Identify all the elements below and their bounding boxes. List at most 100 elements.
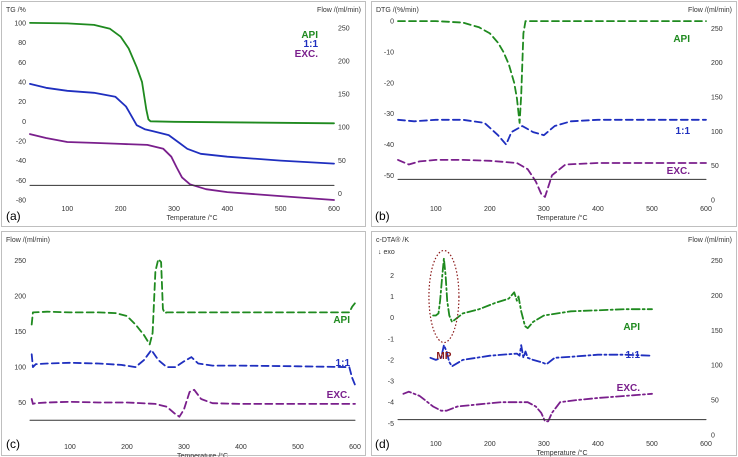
series-label-api: API [673, 34, 690, 45]
y-axis-label: TG /% [6, 7, 26, 14]
x-tick-label: 500 [646, 206, 658, 213]
series-line-exc [402, 390, 653, 423]
x-tick-label: 400 [592, 206, 604, 213]
series-label-exc: EXC. [327, 390, 351, 401]
y-tick-label: 100 [14, 20, 26, 27]
y2-axis-label: Flow /(ml/min) [688, 237, 732, 244]
y-tick-label: -20 [16, 138, 26, 145]
y-tick-label: -80 [16, 198, 26, 205]
y-tick-label: 0 [22, 119, 26, 126]
y2-tick-label: 200 [338, 59, 350, 66]
x-tick-label: 200 [484, 441, 496, 448]
series-label-exc: EXC. [667, 166, 691, 177]
y2-tick-label: 50 [338, 158, 346, 165]
y-axis-label: DTG /(%/min) [376, 7, 419, 14]
x-tick-label: 300 [168, 206, 180, 213]
x-tick-label: 400 [221, 206, 233, 213]
y-tick-label: -5 [388, 421, 394, 428]
y2-tick-label: 150 [338, 92, 350, 99]
y-tick-label: -4 [388, 400, 394, 407]
mp-annotation: MP [436, 351, 451, 362]
x-tick-label: 100 [430, 206, 442, 213]
y-tick-label: 1 [390, 294, 394, 301]
panel-label: (b) [375, 209, 390, 223]
panel-label: (c) [6, 437, 20, 451]
x-tick-label: 300 [538, 441, 550, 448]
chart-panel-a: TG /% Flow /(ml/min)100 200 300 400 500 600Tem… [1, 1, 366, 227]
chart-panel-c: Flow /(ml/min) 100 200 300 400 500 600 Temperat… [1, 231, 366, 457]
exo-direction-note: ↓ exo [378, 249, 395, 256]
series-line-exc [29, 133, 335, 201]
y-tick-label: 0 [390, 19, 394, 26]
y-tick-label: -30 [384, 111, 394, 118]
y-tick-label: -40 [16, 158, 26, 165]
panel-label: (a) [6, 209, 21, 223]
y-tick-label: 100 [14, 365, 26, 372]
y2-tick-label: 0 [711, 433, 715, 440]
y-tick-label: 200 [14, 294, 26, 301]
x-tick-label: 600 [349, 444, 361, 451]
x-tick-label: 300 [538, 206, 550, 213]
series-label-api: API [301, 30, 318, 41]
y-tick-label: -1 [388, 336, 394, 343]
x-tick-label: 600 [328, 206, 340, 213]
mp-highlight-ellipse [428, 249, 460, 344]
y-tick-label: -10 [384, 49, 394, 56]
x-tick-label: 100 [61, 206, 73, 213]
series-label-api: API [623, 322, 640, 333]
x-axis-label: Temperature /°C [166, 214, 217, 222]
x-tick-label: 200 [121, 444, 133, 451]
x-tick-label: 500 [275, 206, 287, 213]
x-tick-label: 100 [430, 441, 442, 448]
x-tick-label: 200 [115, 206, 127, 213]
x-tick-label: 300 [178, 444, 190, 451]
y-tick-label: 60 [18, 60, 26, 67]
y-tick-label: -60 [16, 178, 26, 185]
x-tick-label: 500 [646, 441, 658, 448]
y-tick-label: -3 [388, 379, 394, 386]
panel-frame [371, 1, 737, 227]
series-line-exc [30, 388, 356, 418]
y2-tick-label: 250 [711, 258, 723, 265]
y2-tick-label: 250 [711, 26, 723, 33]
y2-axis-label: Flow /(ml/min) [688, 7, 732, 14]
panel-frame [371, 231, 737, 456]
y2-tick-label: 0 [711, 198, 715, 205]
y2-tick-label: 200 [711, 293, 723, 300]
series-line-api [29, 21, 335, 125]
series-label-11: 1:1 [676, 126, 691, 137]
y-axis-label: Flow /(ml/min) [6, 237, 50, 244]
y-axis-label: c-DTA® /K [376, 236, 409, 244]
y2-tick-label: 250 [338, 25, 350, 32]
y-tick-label: 40 [18, 79, 26, 86]
y-tick-label: -2 [388, 357, 394, 364]
x-tick-label: 600 [700, 441, 712, 448]
x-axis-label: Temperature /°C [536, 449, 587, 457]
series-line-11 [29, 83, 335, 165]
series-label-exc: EXC. [295, 49, 319, 60]
x-axis-label: Temperature /°C [177, 452, 228, 457]
series-line-11 [429, 344, 653, 368]
panel-label: (d) [375, 437, 390, 451]
series-label-11: 1:1 [626, 350, 641, 361]
x-tick-label: 100 [64, 444, 76, 451]
y-tick-label: -20 [384, 80, 394, 87]
y-tick-label: -50 [384, 173, 394, 180]
x-tick-label: 600 [700, 206, 712, 213]
y-tick-label: 150 [14, 329, 26, 336]
x-tick-label: 500 [292, 444, 304, 451]
y2-tick-label: 100 [711, 363, 723, 370]
series-line-exc [397, 158, 707, 198]
chart-panel-b: DTG /(%/min) Flow /(ml/min) 100 200 300 400 50… [371, 1, 737, 227]
y-tick-label: 50 [18, 400, 26, 407]
panel-frame [1, 231, 366, 456]
y-tick-label: -40 [384, 142, 394, 149]
x-axis-label: Temperature /°C [536, 214, 587, 222]
series-label-11: 1:1 [304, 39, 319, 50]
series-line-api [30, 258, 356, 346]
y-tick-label: 20 [18, 99, 26, 106]
y-tick-label: 250 [14, 258, 26, 265]
series-line-11 [397, 118, 707, 146]
